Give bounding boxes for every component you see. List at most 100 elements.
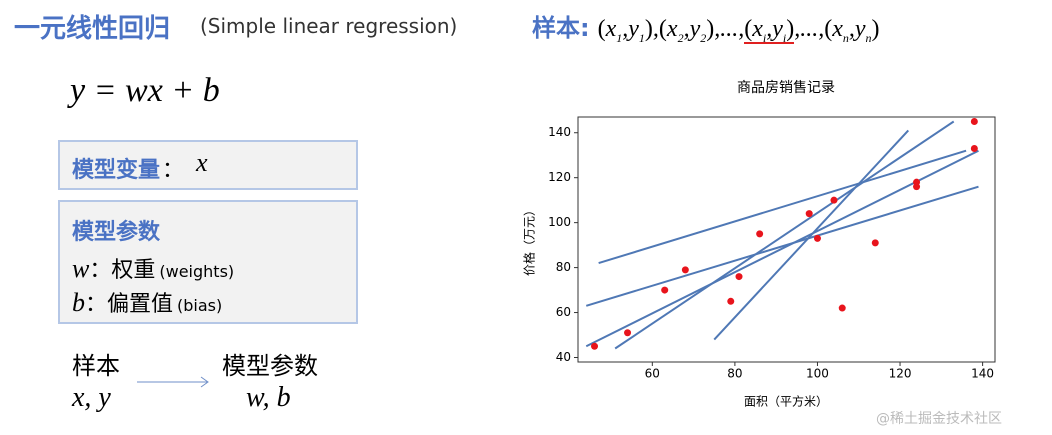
- point: [727, 297, 735, 305]
- separator: ,: [683, 16, 690, 42]
- sample-formula: 样本: (x1,y1),(x2,y2),...,(xi,yi),...,(xn,y…: [532, 8, 880, 46]
- param-row: b：偏置值 (bias): [72, 286, 222, 318]
- separator: ,: [652, 16, 659, 42]
- point: [661, 286, 669, 294]
- title: 一元线性回归: [14, 14, 171, 44]
- param-en: (bias): [177, 296, 223, 315]
- pair: (x1,y1): [597, 14, 653, 45]
- ellipsis: ...: [800, 16, 819, 42]
- point: [756, 230, 764, 238]
- point: [681, 266, 689, 274]
- open-paren: (: [597, 16, 606, 42]
- point: [735, 273, 743, 281]
- x-tick-label: 100: [806, 367, 829, 381]
- sample-label: 样本: [532, 14, 580, 42]
- y-subscript: n: [865, 30, 872, 45]
- point: [913, 183, 921, 191]
- separator: ,: [766, 16, 773, 42]
- box-title: 模型变量: [72, 158, 161, 183]
- ellipsis: ...: [720, 16, 739, 42]
- x-tick-label: 140: [971, 367, 994, 381]
- fit-line: [614, 120, 955, 350]
- close-paren: ): [786, 16, 795, 42]
- separator: ,: [794, 16, 801, 42]
- y-symbol: y: [772, 16, 783, 42]
- param-box: 模型参数 w：权重 (weights) b：偏置值 (bias): [58, 200, 358, 324]
- y-symbol: y: [854, 16, 866, 42]
- y-tick-label: 80: [556, 260, 571, 274]
- pair: (x2,y2): [659, 14, 715, 45]
- symbol: b: [72, 288, 85, 317]
- separator: ,: [714, 16, 721, 42]
- point: [970, 117, 978, 125]
- y-tick-label: 120: [548, 170, 571, 184]
- x-symbol: x: [666, 16, 678, 42]
- y-tick-label: 60: [556, 305, 571, 319]
- variable-box: 模型变量 ： x: [58, 140, 358, 190]
- param-row: w：权重 (weights): [72, 252, 234, 284]
- fit-line: [713, 129, 910, 341]
- flow-from-symbols: x, y: [72, 382, 111, 413]
- param-name: 偏置值: [107, 292, 174, 317]
- colon: ：: [89, 258, 112, 283]
- y-subscript: 2: [700, 30, 707, 45]
- x-symbol: x: [605, 16, 617, 42]
- point: [970, 144, 978, 152]
- fit-line: [585, 185, 979, 307]
- y-axis-label: 价格（万元）: [522, 204, 537, 276]
- x-subscript: n: [842, 30, 849, 45]
- separator: ,: [622, 16, 629, 42]
- point: [813, 234, 821, 242]
- box-title: 模型参数: [72, 220, 161, 245]
- separator: ,: [848, 16, 855, 42]
- y-tick-label: 100: [548, 215, 571, 229]
- param-name: 权重: [111, 258, 156, 283]
- close-paren: ): [871, 16, 880, 42]
- colon: :: [580, 14, 590, 42]
- point: [871, 239, 879, 247]
- model-formula: y = wx + b: [70, 72, 220, 109]
- plot-frame: [577, 116, 996, 363]
- pair: (xn,yn): [824, 14, 880, 45]
- point: [591, 342, 599, 350]
- open-paren: (: [744, 16, 753, 42]
- chart-title: 商品房销售记录: [737, 80, 835, 96]
- separator: ,: [818, 16, 825, 42]
- y-tick-label: 40: [556, 350, 571, 364]
- pair: (xi,yi): [744, 14, 795, 45]
- y-subscript: 1: [638, 30, 645, 45]
- fit-line: [585, 149, 979, 348]
- close-paren: ): [706, 16, 715, 42]
- x-subscript: i: [762, 30, 767, 45]
- point: [624, 329, 632, 337]
- point: [838, 304, 846, 312]
- x-subscript: 2: [677, 30, 684, 45]
- x-tick-label: 60: [645, 367, 660, 381]
- x-tick-label: 80: [727, 367, 742, 381]
- fit-line: [598, 149, 967, 265]
- point: [805, 210, 813, 218]
- x-subscript: 1: [616, 30, 623, 45]
- x-symbol: x: [832, 16, 843, 42]
- x-symbol: x: [752, 16, 763, 42]
- open-paren: (: [824, 16, 833, 42]
- subtitle: (Simple linear regression): [200, 14, 458, 38]
- flow-to-title: 模型参数: [222, 352, 318, 380]
- x-axis-label: 面积（平方米）: [744, 394, 828, 409]
- watermark: @稀土掘金技术社区: [876, 411, 1002, 427]
- x-tick-label: 120: [889, 367, 912, 381]
- flow-from-title: 样本: [72, 352, 120, 380]
- symbol: x: [196, 148, 208, 177]
- flow-to-symbols: w, b: [246, 382, 291, 413]
- close-paren: ): [644, 16, 653, 42]
- y-subscript: i: [782, 30, 787, 45]
- colon: ：: [162, 158, 185, 183]
- y-symbol: y: [628, 16, 639, 42]
- point: [830, 196, 838, 204]
- symbol: w: [72, 254, 90, 283]
- separator: ,: [738, 16, 745, 42]
- y-symbol: y: [689, 16, 701, 42]
- colon: ：: [85, 292, 108, 317]
